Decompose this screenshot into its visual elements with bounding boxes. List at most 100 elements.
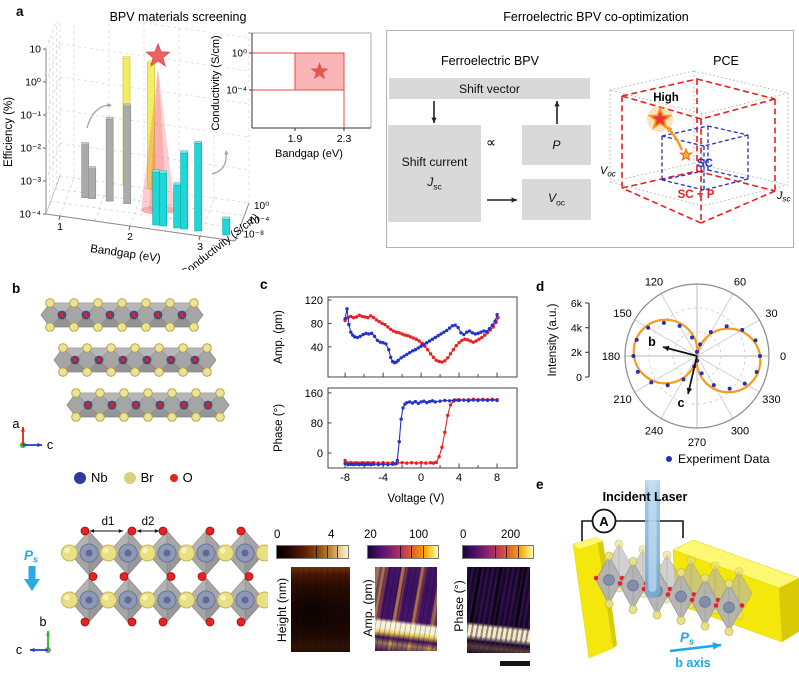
inset-labels: Conductivity (S/cm) Bandgap (eV) [210, 35, 343, 160]
crystal-chains-shapes [20, 298, 230, 448]
ammeter-label: A [599, 514, 609, 529]
bc-labels: d1 d2 Ps b c [16, 516, 155, 657]
svg-text:10⁰: 10⁰ [232, 49, 247, 60]
svg-text:4k: 4k [571, 323, 583, 335]
loop-plot-labels: Amp. (pm) Phase (°) Voltage (V) [273, 310, 445, 505]
shg-polar-plot: 0 30 60 90 120 150 180 210 240 270 300 330 6k 4k 2k 0 I… [547, 276, 786, 449]
ps-arrow-label: Ps [680, 630, 694, 647]
ac-axis-labels: a c [13, 417, 54, 452]
pfm-hysteresis-plots: 120 80 40 160 80 0 -8 -4 0 4 8 Amp. (pm) Phase (°)… [273, 295, 518, 505]
svg-text:0: 0 [418, 472, 424, 484]
conductivity-axis-label: Conductivity (S/cm) [179, 212, 262, 270]
svg-text:8: 8 [494, 472, 500, 484]
svg-text:10⁻³: 10⁻³ [20, 176, 41, 188]
proportional-symbol: ∝ [485, 134, 496, 150]
efficiency-axis-label: Efficiency (%) [3, 97, 15, 167]
polar-b-axis-label: b [648, 335, 656, 349]
sc-label: SC [697, 158, 713, 170]
svg-text:210: 210 [613, 394, 631, 406]
svg-text:120: 120 [305, 295, 323, 307]
svg-text:2k: 2k [571, 347, 583, 359]
flow-arrow-shapes [431, 101, 560, 203]
amp-ylabel: Amp. (pm) [273, 310, 285, 364]
coopt-left-heading: Ferroelectric BPV [441, 54, 539, 68]
screening-inset-chart: 10⁰ 10⁻⁴ 1.9 2.3 Conductivity (S/cm) Bandga… [210, 32, 372, 160]
amp-colorbar: 20 100 [364, 529, 439, 559]
screening-title: BPV materials screening [109, 10, 247, 24]
br-label: Br [140, 470, 154, 485]
b-axis-direction-label: b axis [675, 656, 710, 670]
shift-current-box: Shift current Jsc [388, 125, 481, 222]
panel-c-label: c [260, 277, 268, 292]
svg-text:10⁻⁴: 10⁻⁴ [249, 215, 270, 226]
svg-text:1: 1 [57, 221, 63, 233]
ps-label: Ps [24, 548, 38, 565]
shift-vector-label: Shift vector [459, 81, 520, 96]
legend-item-nb: Nb [74, 470, 108, 485]
svg-text:60: 60 [734, 276, 746, 288]
o-label: O [182, 470, 193, 485]
height-map-label: Height (nm) [275, 577, 289, 643]
voc-box: Voc [522, 179, 591, 220]
bandgap-axis-label: Bandgap (eV) [89, 243, 161, 265]
loop-plot-shapes: 120 80 40 160 80 0 -8 -4 0 4 8 [305, 295, 518, 484]
phase-map-image [467, 567, 530, 653]
b-axis-label: b [40, 615, 47, 629]
phase-cbar-min: 0 [460, 529, 467, 541]
sc-plus-p-label: SC + P [678, 189, 715, 201]
legend-item-br: Br [123, 470, 154, 485]
svg-text:0: 0 [780, 351, 786, 363]
pce-cube-shapes [609, 70, 789, 224]
amp-map-label: Amp. (pm) [361, 579, 375, 637]
svg-text:-4: -4 [378, 472, 388, 484]
svg-text:10⁻⁸: 10⁻⁸ [244, 230, 265, 241]
jsc-label: Jsc [427, 175, 442, 192]
intensity-ylabel: Intensity (a.u.) [547, 303, 559, 376]
height-map-image [291, 567, 350, 652]
svg-text:160: 160 [305, 388, 323, 400]
high-label: High [653, 92, 679, 104]
svg-text:30: 30 [765, 308, 777, 320]
pce-cube-labels: High SC SC + P Voc Jsc [600, 92, 791, 204]
pce-cube-diagram: High SC SC + P Voc Jsc [600, 70, 791, 224]
inset-shapes: 10⁰ 10⁻⁴ 1.9 2.3 [226, 32, 372, 145]
br-swatch [123, 471, 136, 484]
flow-arrows [431, 101, 560, 203]
svg-text:10: 10 [29, 44, 41, 56]
svg-text:270: 270 [688, 437, 706, 449]
crystal-structure-ac-view: a c [13, 298, 230, 452]
d1-label: d1 [102, 516, 115, 528]
c-axis-label: c [47, 438, 53, 452]
octahedra-layer-shapes [24, 526, 268, 653]
svg-text:2.3: 2.3 [337, 133, 352, 145]
svg-text:40: 40 [311, 342, 323, 354]
polarization-box: P [522, 125, 591, 165]
svg-text:80: 80 [311, 318, 323, 330]
phase-map-label: Phase (°) [452, 580, 466, 632]
experiment-legend-label: Experiment Data [678, 452, 770, 466]
legend-item-o: O [169, 470, 193, 485]
o-swatch [169, 473, 178, 482]
svg-text:2: 2 [127, 231, 133, 243]
polar-shapes: 0 30 60 90 120 150 180 210 240 270 300 330 6k 4k 2k 0 [571, 276, 786, 449]
bpv-screening-3d-chart: 10 10⁰ 10⁻¹ 10⁻² 10⁻³ 10⁻⁴ 1 2 3 10⁰ 10⁻⁴ 10⁻⁸ Effi… [3, 22, 270, 270]
phase-cbar-max: 200 [501, 529, 521, 541]
panel-b-label: b [12, 281, 21, 296]
height-cbar-min: 0 [274, 529, 281, 541]
svg-text:10⁰: 10⁰ [25, 77, 42, 89]
svg-text:10⁰: 10⁰ [254, 201, 269, 212]
svg-text:150: 150 [613, 308, 631, 320]
height-colorbar: 0 4 [274, 529, 349, 559]
svg-text:0: 0 [317, 448, 323, 460]
svg-text:180: 180 [602, 351, 620, 363]
svg-text:10⁻²: 10⁻² [20, 143, 41, 155]
p-label: P [552, 138, 561, 152]
device-labels: Incident Laser A Ps b axis [599, 490, 710, 670]
panel-e-label: e [536, 477, 544, 492]
nb-label: Nb [91, 470, 108, 485]
nb-swatch [74, 471, 86, 484]
pce-jsc-label: Jsc [776, 190, 791, 204]
inset-ylabel: Conductivity (S/cm) [210, 35, 222, 130]
crystal-structure-bc-view: d1 d2 Ps b c [16, 516, 268, 657]
